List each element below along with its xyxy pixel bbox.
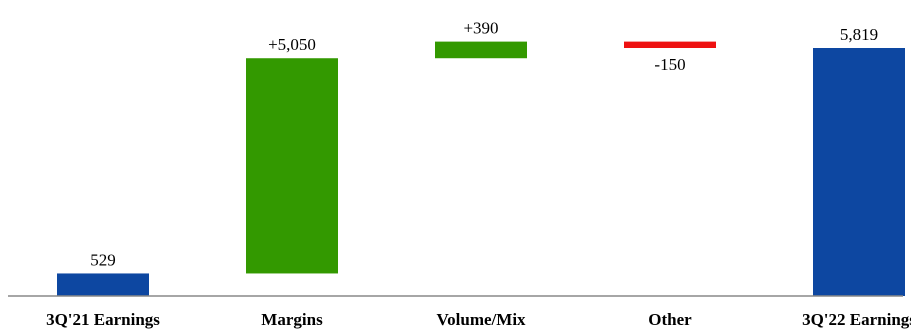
bar-2 [435, 41, 527, 59]
category-label-2: Volume/Mix [436, 310, 526, 329]
bar-3 [624, 41, 716, 48]
category-label-1: Margins [261, 310, 323, 329]
bar-1 [246, 58, 338, 274]
bar-4 [813, 48, 905, 296]
category-label-3: Other [648, 310, 692, 329]
bars-group [57, 41, 905, 296]
category-labels-group: 3Q'21 Earnings Margins Volume/Mix Other 3Q'2… [46, 310, 911, 329]
category-label-0: 3Q'21 Earnings [46, 310, 160, 329]
value-label-0: 529 [90, 250, 116, 269]
value-label-1: +5,050 [268, 35, 316, 54]
bar-0 [57, 273, 149, 296]
category-label-4: 3Q'22 Earnings [802, 310, 911, 329]
value-label-2: +390 [463, 19, 498, 38]
value-labels-group: 529 +5,050 +390 -150 5,819 [90, 19, 878, 270]
value-label-4: 5,819 [840, 25, 878, 44]
value-label-3: -150 [654, 55, 685, 74]
